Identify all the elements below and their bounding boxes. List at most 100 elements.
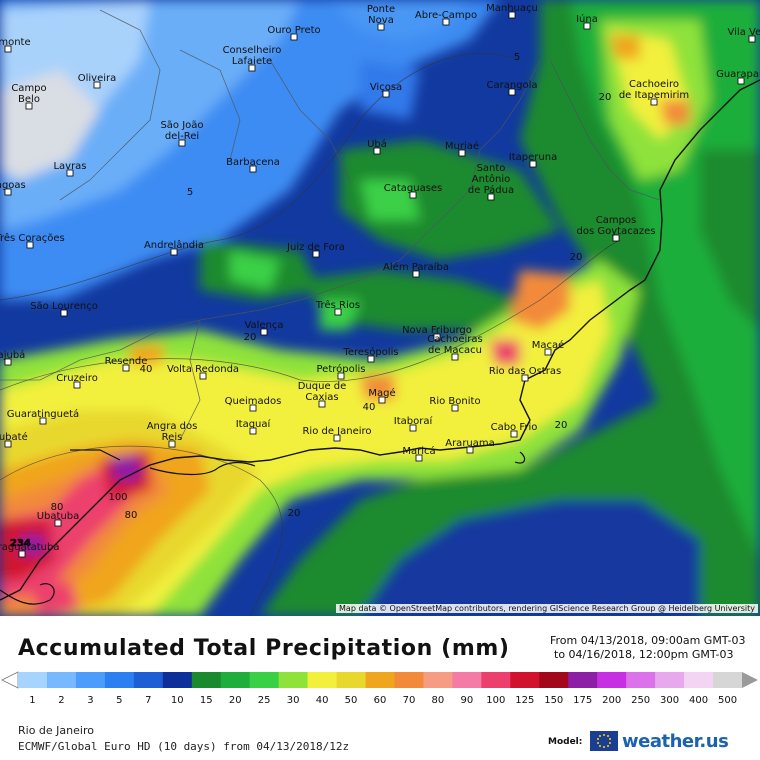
city-label: Duque de Caxias [298, 381, 347, 403]
contour-label: 20 [244, 332, 257, 343]
legend-swatch [220, 672, 251, 688]
city-marker: Rio das Ostras [489, 366, 561, 382]
city-marker: Abre-Campo [415, 10, 477, 26]
city-dot [260, 328, 268, 336]
city-dot [529, 160, 537, 168]
footer: Accumulated Total Precipitation (mm) Fro… [0, 616, 760, 760]
legend-swatch [365, 672, 395, 688]
city-label: Teresópolis [342, 346, 398, 358]
legend-tick-label: 70 [403, 695, 416, 706]
city-dot [650, 98, 658, 106]
city-dot [4, 440, 12, 448]
city-label: Guarapari [716, 69, 760, 80]
contour-lines [0, 53, 621, 616]
city-label: Juiz de Fora [286, 242, 345, 253]
brand-text: weather.us [622, 730, 729, 752]
city-dot [93, 81, 101, 89]
city-marker: Lagoas [0, 180, 26, 196]
city-label: Guaratinguetá [7, 408, 79, 420]
contour-label: 20 [599, 92, 612, 103]
city-marker: Cabo Frio [491, 422, 537, 438]
city-dot [442, 18, 450, 26]
city-marker: Magé [368, 387, 396, 404]
city-label: Santo Antônio de Pádua [468, 163, 514, 196]
city-marker: Guarapari [716, 69, 760, 85]
city-dot [178, 139, 186, 147]
city-marker: São João del-Rei [160, 120, 204, 147]
legend-tick-label: 150 [544, 695, 563, 706]
precipitation-map[interactable]: 5 5 20 20 20 40 40 20 20 100 80 80 Ouro Preto Ponte N… [0, 0, 760, 616]
city-label: São João del-Rei [160, 120, 203, 142]
city-marker: Andrelândia [144, 239, 204, 256]
city-dot [409, 424, 417, 432]
city-marker: Rio Bonito [429, 396, 481, 412]
city-dot [60, 309, 68, 317]
contour-label: 20 [288, 508, 301, 519]
max-value-label: 234 [10, 538, 31, 549]
city-label: Ponte Nova [367, 4, 395, 26]
city-label: Magé [368, 387, 395, 399]
legend-tick-label: 30 [287, 695, 300, 706]
city-marker: Macaé [532, 339, 565, 356]
city-dot [249, 165, 257, 173]
city-dot [199, 372, 207, 380]
model-label: Model: [548, 737, 583, 747]
city-dot [510, 430, 518, 438]
city-dot [39, 417, 47, 425]
legend-swatch [481, 672, 511, 688]
city-label: Três Rios [315, 299, 360, 311]
city-label: Ubatuba [37, 511, 80, 522]
city-dot [170, 248, 178, 256]
city-marker: Petrópolis [317, 363, 366, 380]
city-label: Resende [105, 356, 148, 367]
legend-tick-label: 400 [689, 695, 708, 706]
city-dot [249, 427, 257, 435]
period-to: to 04/16/2018, 12:00pm GMT-03 [554, 648, 734, 661]
city-dot [521, 374, 529, 382]
legend-swatch [307, 672, 338, 688]
city-marker: Manhuaçu [486, 3, 538, 19]
city-marker: Maricá [402, 445, 436, 462]
model-run-label: ECMWF/Global Euro HD (10 days) from 04/1… [18, 740, 350, 753]
city-dot [337, 372, 345, 380]
city-label: Araruama [445, 438, 495, 449]
city-marker: Santo Antônio de Pádua [468, 163, 514, 201]
city-marker: Além Paraíba [383, 261, 449, 278]
city-label: Macaé [532, 339, 565, 351]
city-label: Lagoas [0, 180, 26, 191]
chart-title: Accumulated Total Precipitation (mm) [18, 636, 510, 661]
legend-tick-label: 175 [573, 695, 592, 706]
city-dot [312, 250, 320, 258]
city-dot [66, 169, 74, 177]
legend-tick-label: 100 [486, 695, 505, 706]
contour-label: 80 [51, 502, 64, 513]
city-label: Cruzeiro [56, 373, 98, 384]
legend-swatch [568, 672, 598, 688]
city-marker: Três Corações [0, 232, 65, 249]
brand-logo[interactable]: weather.us [590, 729, 729, 753]
city-label: Viçosa [370, 82, 402, 93]
legend-swatch [655, 672, 685, 688]
period-info: From 04/13/2018, 09:00am GMT-03 to 04/16… [550, 634, 756, 662]
city-label: Campos dos Goytacazes [577, 215, 656, 237]
legend-swatch [684, 672, 714, 688]
city-dot [382, 90, 390, 98]
legend-tick-label: 250 [631, 695, 650, 706]
city-dot [508, 11, 516, 19]
city-marker: Campos dos Goytacazes [577, 215, 656, 242]
city-label: Rio de Janeiro [302, 426, 371, 437]
city-marker: Cruzeiro [56, 373, 98, 389]
city-marker: Resende [105, 356, 148, 372]
city-label: Queimados [225, 396, 282, 407]
city-marker: Três Rios [315, 299, 360, 316]
city-marker: Ubatuba [37, 511, 80, 527]
city-label: Caraguatatuba [0, 542, 59, 553]
city-markers: Ouro Preto Ponte Nova Abre-Campo Manhuaçu Iún… [0, 3, 760, 558]
city-label: Campo Belo [11, 83, 46, 105]
legend-swatch [510, 672, 540, 688]
contour-label: 40 [140, 364, 153, 375]
city-label: Petrópolis [317, 363, 366, 375]
city-dot [458, 149, 466, 157]
city-label: Conselheiro Lafaiete [223, 45, 282, 67]
city-marker: Itajubá [0, 349, 25, 366]
